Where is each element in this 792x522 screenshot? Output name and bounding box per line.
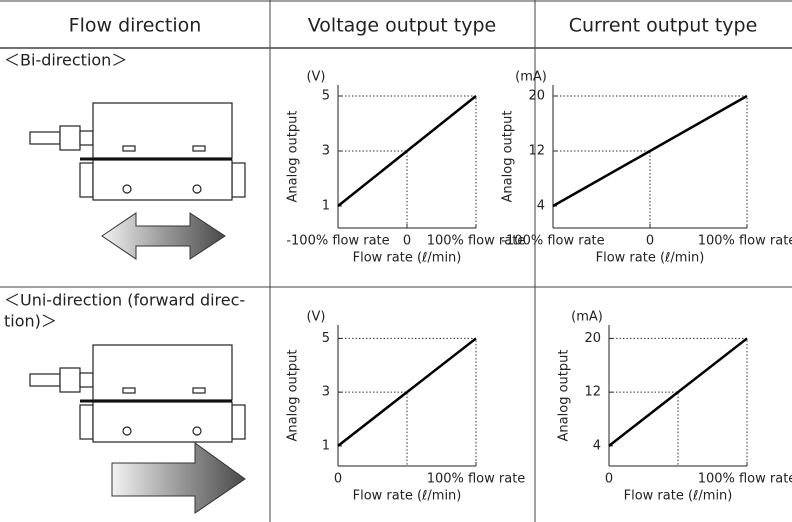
unit-label: (mA) (571, 310, 603, 325)
header-cell: Flow direction (69, 15, 202, 37)
x-axis-label: Flow rate (ℓ/min) (624, 489, 733, 504)
device-illustration (28, 101, 247, 202)
output-line (337, 95, 477, 207)
x-tick-label: 100% flow rate (698, 234, 792, 249)
y-tick-label: 5 (322, 331, 330, 346)
x-tick-label: -100% flow rate (501, 234, 604, 249)
row-label: ＜Uni-direction (forward direc- (4, 291, 245, 310)
device-illustration (28, 343, 247, 444)
x-axis-label: Flow rate (ℓ/min) (353, 489, 462, 504)
unit-label: (V) (306, 310, 325, 325)
x-tick-label: 0 (605, 472, 613, 487)
x-tick-label: 0 (403, 234, 411, 249)
bi-direction-arrow (101, 212, 226, 260)
y-axis-label: Analog output (286, 350, 301, 442)
forward-arrow (111, 442, 246, 514)
x-axis-label: Flow rate (ℓ/min) (353, 251, 462, 266)
y-tick-label: 4 (537, 199, 545, 214)
y-tick-label: 5 (322, 89, 330, 104)
y-axis-label: Analog output (557, 350, 572, 442)
x-tick-label: 0 (646, 234, 654, 249)
y-tick-label: 4 (593, 438, 601, 453)
row-label: ＜Bi-direction＞ (4, 51, 127, 70)
y-tick-label: 12 (584, 385, 601, 400)
y-tick-label: 3 (322, 385, 330, 400)
row-label: tion)＞ (4, 312, 57, 331)
y-tick-label: 1 (322, 199, 330, 214)
unit-label: (mA) (515, 70, 547, 85)
y-axis-label: Analog output (286, 111, 301, 203)
guide-line (338, 391, 408, 466)
y-axis-label: Analog output (501, 111, 516, 203)
output-line (608, 337, 748, 447)
y-tick-label: 3 (322, 144, 330, 159)
x-axis-label: Flow rate (ℓ/min) (596, 251, 705, 266)
output-line (552, 94, 748, 208)
x-tick-label: 0 (334, 472, 342, 487)
header-cell: Current output type (569, 15, 758, 37)
header-cell: Voltage output type (308, 15, 496, 37)
x-tick-label: -100% flow rate (286, 234, 389, 249)
guide-line (338, 150, 408, 228)
y-tick-label: 20 (528, 89, 545, 104)
x-tick-label: 100% flow rate (427, 472, 526, 487)
y-tick-label: 20 (584, 331, 601, 346)
output-line (337, 337, 477, 447)
y-tick-label: 12 (528, 144, 545, 159)
guide-line (553, 150, 651, 228)
y-tick-label: 1 (322, 438, 330, 453)
unit-label: (V) (306, 70, 325, 85)
x-tick-label: 100% flow rate (698, 472, 792, 487)
guide-line (609, 391, 679, 466)
x-tick-label: 100% flow rate (427, 234, 526, 249)
